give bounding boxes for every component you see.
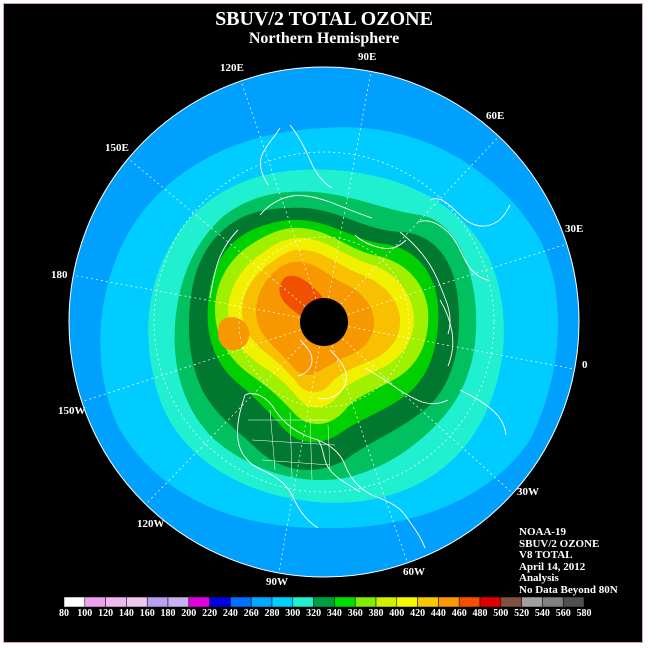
- lon-label-180: 180: [51, 269, 68, 281]
- lon-label-30w: 30W: [517, 486, 539, 498]
- lon-label-90e: 90E: [358, 51, 377, 63]
- graticule: [71, 67, 579, 577]
- colorbar-tick-label: 260: [243, 608, 259, 619]
- colorbar-tick-label: 360: [347, 608, 363, 619]
- colorbar-swatch: [209, 597, 231, 607]
- colorbar-tick-label: 540: [534, 608, 550, 619]
- colorbar-tick-label: 200: [181, 608, 197, 619]
- colorbar-tick-label: 140: [118, 608, 134, 619]
- colorbar-swatch: [146, 597, 169, 607]
- colorbar-tick-label: 520: [514, 608, 530, 619]
- info-satellite: NOAA-19: [519, 526, 567, 538]
- colorbar-swatch: [84, 597, 106, 607]
- colorbar-tick-label: 580: [576, 608, 592, 619]
- state-borders: [248, 409, 336, 481]
- colorbar-tick-label: 80: [59, 608, 69, 619]
- info-product: SBUV/2 OZONE: [519, 537, 600, 550]
- lon-label-120w: 120W: [137, 518, 165, 530]
- colorbar-tick-label: 340: [326, 608, 342, 619]
- colorbar-tick-label: 180: [160, 608, 176, 619]
- info-type: Analysis: [519, 572, 559, 584]
- colorbar-swatch: [438, 597, 460, 607]
- globe-outline: [68, 66, 580, 578]
- colorbar-swatch: [521, 597, 543, 607]
- colorbar-tick-label: 240: [222, 608, 238, 619]
- colorbar-swatch: [479, 597, 502, 607]
- info-note: No Data Beyond 80N: [519, 583, 618, 596]
- map-subtitle: Northern Hemisphere: [248, 30, 400, 47]
- colorbar-swatch: [542, 597, 564, 607]
- lon-label-60e: 60E: [486, 110, 505, 122]
- colorbar-tick-label: 400: [389, 608, 405, 619]
- colorbar-tick-label: 500: [493, 608, 509, 619]
- colorbar-swatch: [250, 597, 273, 607]
- map-title: SBUV/2 TOTAL OZONE: [215, 8, 433, 30]
- colorbar-tick-label: 380: [368, 608, 384, 619]
- colorbar-tick-label: 100: [77, 608, 93, 619]
- colorbar-swatch: [354, 597, 377, 607]
- lon-label-90w: 90W: [266, 576, 288, 588]
- lon-label-60w: 60W: [403, 566, 425, 578]
- lon-label-120e: 120E: [220, 62, 244, 74]
- colorbar-swatch: [188, 597, 210, 607]
- colorbar: [64, 597, 584, 607]
- colorbar-tick-label: 420: [410, 608, 426, 619]
- colorbar-swatch: [417, 597, 439, 607]
- colorbar-swatch: [292, 597, 314, 607]
- lon-label-30e: 30E: [565, 223, 584, 235]
- colorbar-swatch: [64, 597, 86, 607]
- colorbar-labels: 80 100 120 140 160 180 200 220 240 260 280 300 320 34…: [0, 608, 648, 622]
- colorbar-swatch: [500, 597, 522, 607]
- colorbar-tick-label: 320: [306, 608, 322, 619]
- lon-label-0: 0: [582, 359, 588, 371]
- no-data-polar-cap: [300, 298, 348, 346]
- colorbar-tick-label: 280: [264, 608, 280, 619]
- colorbar-tick-label: 160: [139, 608, 155, 619]
- colorbar-tick-label: 220: [202, 608, 218, 619]
- colorbar-swatch: [271, 597, 294, 607]
- colorbar-swatch: [126, 597, 148, 607]
- colorbar-swatch: [167, 597, 190, 607]
- colorbar-tick-label: 560: [555, 608, 571, 619]
- colorbar-swatch: [375, 597, 398, 607]
- colorbar-tick-label: 480: [472, 608, 488, 619]
- colorbar-swatch: [230, 597, 252, 607]
- info-date: April 14, 2012: [519, 560, 586, 573]
- colorbar-swatch: [562, 597, 584, 607]
- info-version: V8 TOTAL: [519, 549, 573, 561]
- colorbar-swatch: [458, 597, 481, 607]
- colorbar-tick-label: 440: [430, 608, 446, 619]
- colorbar-tick-label: 300: [285, 608, 301, 619]
- colorbar-swatch: [313, 597, 335, 607]
- colorbar-tick-label: 460: [451, 608, 467, 619]
- colorbar-swatch: [334, 597, 356, 607]
- lon-label-150e: 150E: [105, 142, 129, 154]
- colorbar-tick-label: 120: [98, 608, 114, 619]
- coastlines: [209, 124, 511, 549]
- lon-label-150w: 150W: [58, 405, 86, 417]
- info-block: NOAA-19 SBUV/2 OZONE V8 TOTAL April 14, …: [519, 526, 618, 596]
- colorbar-swatch: [105, 597, 127, 607]
- colorbar-swatch: [396, 597, 418, 607]
